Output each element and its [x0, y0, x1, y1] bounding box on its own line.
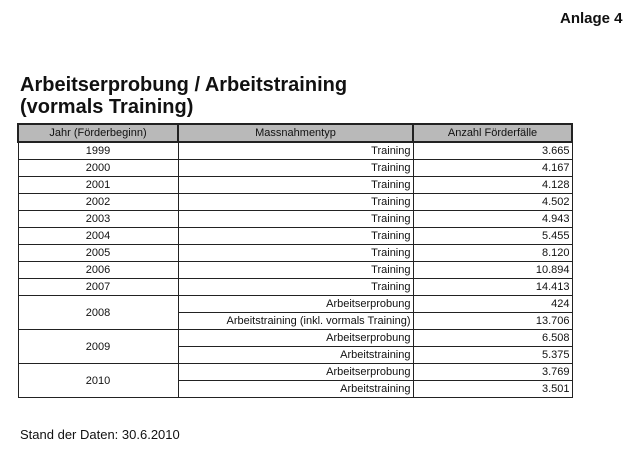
year-cell: 2005 — [17, 244, 179, 262]
table-row: 2002 Training 4.502 — [17, 193, 573, 211]
measure-type-cell: Arbeitserprobung — [177, 363, 414, 381]
table-row: 2010 Arbeitserprobung 3.769 — [17, 363, 573, 398]
column-header-count: Anzahl Förderfälle — [412, 123, 573, 143]
table-row: 2005 Training 8.120 — [17, 244, 573, 262]
case-count-cell: 4.943 — [412, 210, 573, 228]
table-row: 2004 Training 5.455 — [17, 227, 573, 245]
measure-type-cell: Training — [177, 141, 414, 160]
case-count-cell: 5.375 — [412, 346, 573, 364]
year-cell: 2004 — [17, 227, 179, 245]
table-row: 2000 Training 4.167 — [17, 159, 573, 177]
table-row: 2008 Arbeitserprobung 424 — [17, 295, 573, 330]
page-title: Arbeitserprobung / Arbeitstraining (vorm… — [20, 74, 347, 118]
measure-type-cell: Training — [177, 210, 414, 228]
case-count-cell: 3.501 — [412, 380, 573, 398]
year-cell: 2001 — [17, 176, 179, 194]
measure-type-cell: Training — [177, 227, 414, 245]
year-cell: 2000 — [17, 159, 179, 177]
measure-type-cell: Training — [177, 193, 414, 211]
year-cell: 2007 — [17, 278, 179, 296]
measure-type-cell: Arbeitserprobung — [177, 295, 414, 313]
case-count-cell: 3.665 — [412, 141, 573, 160]
measure-type-cell: Training — [177, 244, 414, 262]
table-row: 1999 Training 3.665 — [17, 141, 573, 160]
table-row: 2007 Training 14.413 — [17, 278, 573, 296]
measure-type-cell: Arbeitstraining — [177, 380, 414, 398]
title-line-2: (vormals Training) — [20, 96, 194, 118]
table-row: 2003 Training 4.943 — [17, 210, 573, 228]
table-row: 2006 Training 10.894 — [17, 261, 573, 279]
column-header-year: Jahr (Förderbeginn) — [17, 123, 179, 143]
measure-type-cell: Training — [177, 176, 414, 194]
case-count-cell: 6.508 — [412, 329, 573, 347]
case-count-cell: 10.894 — [412, 261, 573, 279]
case-count-cell: 4.167 — [412, 159, 573, 177]
case-count-cell: 13.706 — [412, 312, 573, 330]
measure-type-cell: Training — [177, 278, 414, 296]
case-count-cell: 5.455 — [412, 227, 573, 245]
case-count-cell: 14.413 — [412, 278, 573, 296]
table-row: Arbeitstraining 3.501 — [18, 380, 573, 398]
year-cell: 1999 — [17, 141, 179, 160]
column-header-type: Massnahmentyp — [177, 123, 414, 143]
table-header-row: Jahr (Förderbeginn) Massnahmentyp Anzahl… — [17, 123, 573, 143]
title-line-1: Arbeitserprobung / Arbeitstraining — [20, 74, 348, 96]
year-cell: 2003 — [17, 210, 179, 228]
measure-type-cell: Arbeitstraining (inkl. vormals Training) — [177, 312, 414, 330]
measure-type-cell: Training — [177, 261, 414, 279]
year-cell: 2002 — [17, 193, 179, 211]
case-count-cell: 424 — [412, 295, 573, 313]
case-count-cell: 4.128 — [412, 176, 573, 194]
table-row: 2009 Arbeitserprobung 6.508 — [17, 329, 573, 364]
year-cell: 2010 — [17, 363, 179, 398]
table-body: 1999 Training 3.665 2000 Training 4.167 2001 Tr… — [17, 141, 573, 398]
measure-type-cell: Training — [177, 159, 414, 177]
measure-type-cell: Arbeitserprobung — [177, 329, 414, 347]
data-date-note: Stand der Daten: 30.6.2010 — [20, 427, 180, 442]
case-count-cell: 4.502 — [412, 193, 573, 211]
year-cell: 2006 — [17, 261, 179, 279]
year-cell: 2008 — [17, 295, 179, 330]
case-count-cell: 8.120 — [412, 244, 573, 262]
annex-label: Anlage 4 — [560, 10, 623, 27]
year-cell: 2009 — [17, 329, 179, 364]
data-table: Jahr (Förderbeginn) Massnahmentyp Anzahl… — [17, 123, 573, 398]
case-count-cell: 3.769 — [412, 363, 573, 381]
table-row: 2001 Training 4.128 — [17, 176, 573, 194]
measure-type-cell: Arbeitstraining — [177, 346, 414, 364]
